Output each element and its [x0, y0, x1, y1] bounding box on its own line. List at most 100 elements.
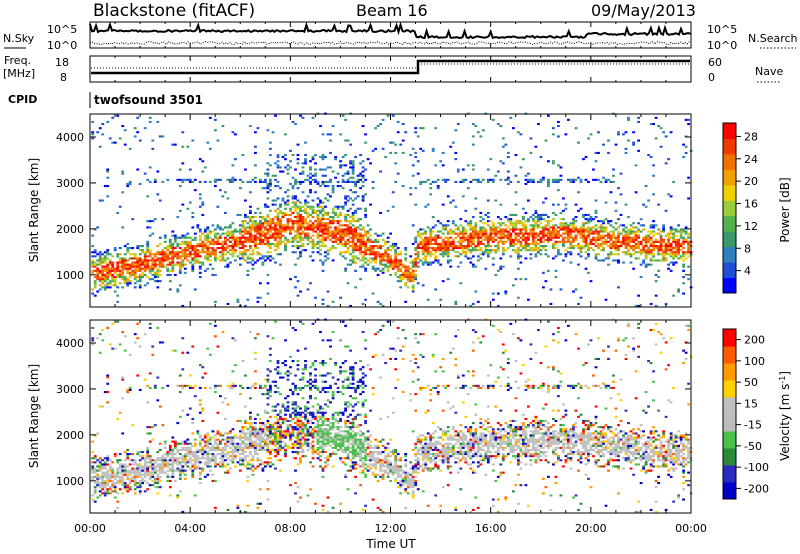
power-cell: [346, 282, 350, 285]
power-cell: [214, 259, 217, 262]
power-cell: [286, 213, 290, 216]
power-cell: [299, 240, 302, 243]
power-cell: [234, 238, 237, 241]
power-cell: [572, 236, 575, 239]
power-cell: [644, 255, 648, 258]
power-ytick-label: 2000: [56, 223, 84, 236]
power-cell: [346, 240, 350, 243]
power-cell: [496, 232, 500, 235]
power-cell: [274, 226, 277, 229]
power-cell: [647, 240, 650, 243]
power-cell: [647, 234, 650, 237]
power-cell: [193, 189, 197, 192]
velocity-cell: [118, 488, 122, 491]
power-cell: [649, 259, 653, 262]
power-cell: [123, 129, 127, 132]
power-cell: [484, 236, 488, 239]
power-cell: [158, 251, 162, 254]
power-cell: [652, 253, 655, 256]
velocity-cell: [224, 438, 227, 441]
power-cell: [239, 228, 242, 231]
power-cell: [411, 273, 415, 276]
velocity-cell: [198, 451, 202, 454]
power-cell: [316, 180, 320, 183]
power-cell: [592, 238, 595, 241]
power-cell: [221, 259, 225, 262]
power-cell: [329, 238, 332, 241]
velocity-cell: [178, 477, 182, 480]
power-cell: [609, 191, 613, 194]
power-cell: [178, 251, 182, 254]
velocity-cell: [274, 467, 277, 470]
power-cell: [106, 120, 110, 123]
power-cell: [106, 269, 110, 272]
power-cell: [113, 267, 117, 270]
power-cell: [371, 247, 375, 250]
power-cell: [379, 170, 382, 173]
power-cell: [299, 180, 302, 183]
velocity-cell: [93, 488, 97, 491]
velocity-cell: [241, 459, 245, 462]
power-cell: [286, 220, 290, 223]
power-cell: [229, 249, 232, 252]
power-cell: [644, 205, 648, 208]
velocity-cell: [108, 473, 112, 476]
velocity-cell: [246, 442, 250, 445]
power-cell: [284, 238, 287, 241]
power-cell: [597, 247, 600, 250]
velocity-cell: [264, 438, 267, 441]
power-cell: [324, 205, 327, 208]
power-cell: [471, 230, 475, 233]
power-cell: [552, 247, 555, 250]
power-cell: [121, 261, 125, 264]
power-cell: [156, 269, 160, 272]
power-cell: [667, 238, 670, 241]
noise-left-tick-top: 10^5: [47, 23, 77, 36]
power-cell: [236, 242, 240, 245]
power-cell: [126, 265, 130, 268]
power-cell: [411, 261, 415, 264]
power-cell: [461, 249, 465, 252]
power-cell: [642, 236, 645, 239]
velocity-cell: [161, 465, 165, 468]
power-cell: [674, 245, 678, 248]
power-cell: [461, 180, 465, 183]
power-cell: [131, 263, 135, 266]
power-cell: [178, 209, 182, 212]
power-cell: [264, 205, 267, 208]
velocity-cell: [203, 444, 207, 447]
power-cell: [266, 172, 270, 175]
power-cell: [624, 226, 628, 229]
power-cell: [118, 205, 122, 208]
power-cell: [294, 178, 297, 181]
power-cell: [276, 222, 280, 225]
power-cell: [93, 263, 97, 266]
power-cell: [659, 234, 663, 237]
power-cell: [153, 178, 157, 181]
power-cell: [161, 265, 165, 268]
power-cell: [687, 236, 690, 239]
power-cell: [206, 267, 210, 270]
power-cell: [687, 247, 690, 250]
velocity-cell: [161, 471, 165, 474]
velocity-cell: [254, 430, 257, 433]
power-cell: [649, 236, 653, 239]
power-cell: [98, 257, 102, 260]
velocity-cell: [171, 471, 175, 474]
power-cell: [439, 222, 443, 225]
power-cell: [667, 267, 670, 270]
velocity-cell: [246, 446, 250, 449]
power-cell: [171, 265, 175, 268]
velocity-cell: [229, 440, 232, 443]
power-cell: [441, 164, 445, 167]
power-cell: [133, 135, 137, 138]
velocity-cell: [118, 471, 122, 474]
power-cell: [557, 226, 560, 229]
power-cell: [617, 187, 620, 190]
power-cell: [642, 238, 645, 241]
power-cell: [279, 263, 282, 266]
power-cell: [612, 236, 615, 239]
power-cell: [582, 240, 585, 243]
power-cell: [321, 213, 325, 216]
power-cell: [191, 269, 195, 272]
